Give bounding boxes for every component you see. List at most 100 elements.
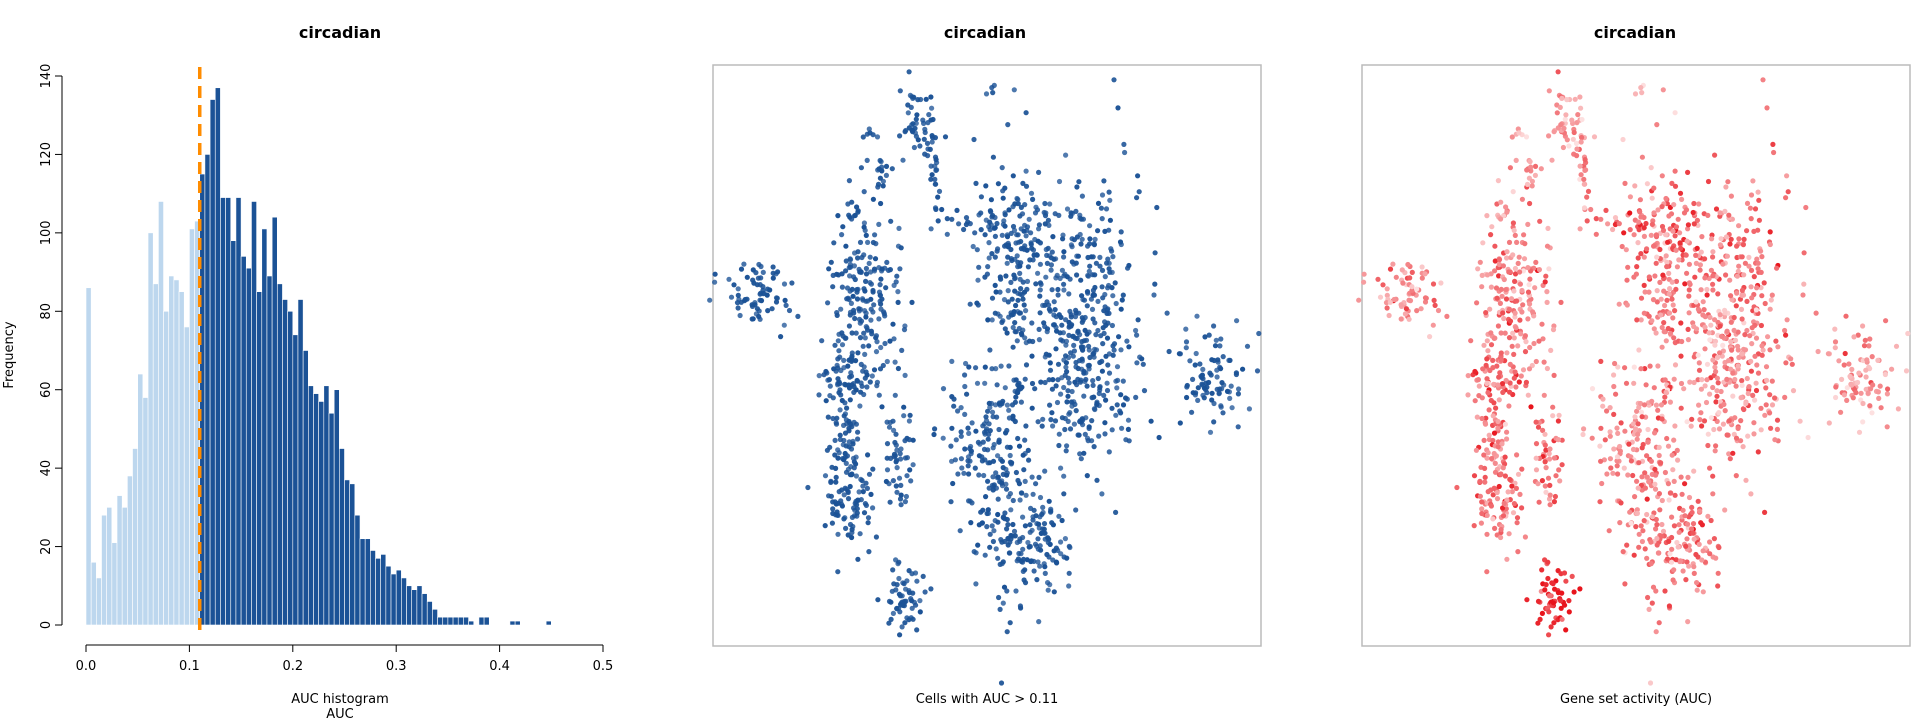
cell-point <box>1067 426 1074 432</box>
cell-point <box>852 276 858 283</box>
cell-point <box>1636 460 1642 466</box>
cell-point <box>1713 443 1719 449</box>
cell-point <box>1707 465 1713 471</box>
cell-point <box>897 451 903 457</box>
cell-point <box>1506 531 1512 537</box>
cell-point <box>1406 316 1412 322</box>
cell-point <box>835 569 841 575</box>
cell-point <box>846 444 852 450</box>
cell-point <box>1754 362 1760 368</box>
cell-point <box>1495 444 1501 450</box>
cell-point <box>1705 513 1711 519</box>
cell-point <box>1849 366 1855 372</box>
histogram-bar <box>235 197 242 626</box>
cell-point <box>987 227 993 233</box>
cell-point <box>1577 94 1583 100</box>
cell-point <box>1691 221 1697 227</box>
cell-point <box>1087 236 1093 242</box>
cell-point <box>1403 306 1409 312</box>
cell-point <box>1677 240 1683 246</box>
cell-point <box>1639 445 1645 451</box>
cell-point <box>839 284 846 290</box>
cell-point <box>1095 200 1102 206</box>
cell-point <box>1678 405 1684 411</box>
cell-point <box>1714 388 1720 394</box>
cell-point <box>1774 265 1780 271</box>
cell-point <box>1698 386 1704 392</box>
cell-point <box>1841 362 1847 368</box>
cell-point <box>1061 287 1067 293</box>
cell-point <box>1774 426 1780 432</box>
cell-point <box>1498 286 1504 292</box>
cell-point <box>749 302 755 308</box>
cell-point <box>1713 369 1719 375</box>
cell-point <box>1207 429 1214 435</box>
cell-point <box>857 403 863 409</box>
cell-point <box>1027 257 1033 263</box>
cell-point <box>781 322 787 328</box>
cell-point <box>1496 273 1502 279</box>
cell-point <box>1005 522 1011 528</box>
cell-point <box>843 243 849 249</box>
cell-point <box>830 415 836 422</box>
cell-point <box>1112 280 1118 286</box>
cell-point <box>1049 249 1055 255</box>
cell-point <box>1030 491 1036 497</box>
cell-point <box>1632 91 1639 97</box>
cell-point <box>1685 169 1691 175</box>
cell-point <box>1754 256 1760 262</box>
cell-point <box>1693 299 1699 305</box>
cell-point <box>1710 491 1716 497</box>
cell-point <box>1858 390 1864 396</box>
cell-point <box>1480 240 1486 246</box>
cell-point <box>1641 518 1647 524</box>
cell-point <box>1695 352 1701 358</box>
cell-point <box>1621 465 1627 471</box>
cell-point <box>1087 223 1093 229</box>
cell-point <box>760 287 766 293</box>
cell-point <box>1621 230 1627 236</box>
cell-point <box>962 411 968 417</box>
cell-point <box>901 600 908 606</box>
cell-point <box>1665 481 1671 487</box>
cell-point <box>1631 380 1637 386</box>
activity-map-caption: Gene set activity (AUC) <box>1560 692 1712 707</box>
cell-point <box>1082 327 1088 333</box>
cell-point <box>1767 306 1773 312</box>
cell-point <box>1677 190 1684 196</box>
cell-point <box>1073 208 1079 214</box>
cell-point <box>917 609 923 615</box>
cell-point <box>834 362 840 368</box>
cell-point <box>1856 429 1863 435</box>
cell-point <box>1738 418 1744 424</box>
cell-point <box>855 255 861 261</box>
cell-point <box>1042 570 1048 577</box>
cell-point <box>887 267 894 273</box>
cell-point <box>905 110 911 116</box>
cell-point <box>1614 463 1620 469</box>
cell-point <box>1671 567 1677 573</box>
cell-point <box>1512 369 1518 375</box>
histogram-bar <box>173 279 180 626</box>
cell-point <box>1500 465 1506 471</box>
cell-point <box>850 381 857 387</box>
cell-point <box>1010 204 1016 210</box>
cell-point <box>1662 302 1668 309</box>
histogram-y-tick-label: 20 <box>39 538 54 555</box>
cell-point <box>835 213 841 219</box>
histogram-bar <box>168 275 175 626</box>
cell-point <box>1734 290 1740 296</box>
cell-point <box>1895 406 1901 412</box>
cell-point <box>974 380 981 386</box>
cell-point <box>1578 172 1584 178</box>
cell-point <box>864 384 870 390</box>
cell-point <box>875 181 882 187</box>
cell-point <box>1645 426 1651 433</box>
cell-point <box>1736 263 1742 269</box>
cell-point <box>1560 144 1566 151</box>
cell-point <box>1707 551 1713 557</box>
cell-point <box>1652 273 1658 279</box>
cell-point <box>1046 377 1052 383</box>
cell-point <box>955 471 961 477</box>
cell-point <box>1483 362 1489 368</box>
